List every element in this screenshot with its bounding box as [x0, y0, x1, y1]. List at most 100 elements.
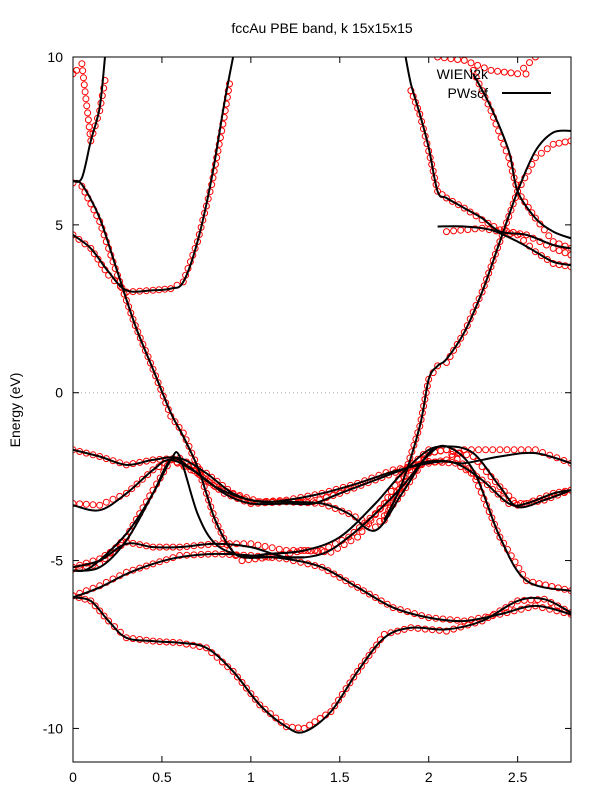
wien2k-point: [256, 701, 264, 709]
wien2k-point: [373, 641, 381, 649]
chart-title: fccAu PBE band, k 15x15x15: [231, 20, 413, 36]
wien2k-point: [75, 235, 83, 243]
wien2k-point: [348, 580, 356, 588]
wien2k-point: [216, 134, 224, 142]
wien2k-point: [234, 673, 241, 681]
wien2k-point: [475, 446, 482, 454]
wien2k-point: [491, 478, 499, 486]
wien2k-point: [218, 481, 226, 489]
wien2k-point: [82, 500, 90, 508]
wien2k-point: [402, 484, 410, 492]
wien2k-point: [131, 322, 139, 330]
plot-frame: [72, 56, 572, 763]
wien2k-point: [350, 528, 358, 536]
wien2k-point: [210, 481, 217, 489]
wien2k-point: [473, 473, 481, 481]
wien2k-point: [496, 483, 504, 491]
wien2k-point: [483, 481, 491, 489]
wien2k-point: [545, 232, 553, 240]
wien2k-point: [152, 372, 160, 380]
wien2k-point: [73, 179, 77, 187]
pwscf-band-3: [73, 444, 571, 592]
wien2k-point: [242, 684, 250, 692]
wien2k-point: [505, 154, 513, 162]
wien2k-point: [380, 500, 388, 507]
wien2k-point: [342, 577, 350, 585]
y-tick-label: -10: [43, 720, 63, 736]
wien2k-point: [138, 475, 146, 483]
wien2k-point: [480, 64, 488, 72]
wien2k-point: [387, 487, 395, 495]
wien2k-point: [443, 456, 450, 464]
wien2k-point: [354, 667, 362, 675]
wien2k-point: [520, 237, 528, 244]
x-tick-label: 0.5: [152, 769, 172, 785]
wien2k-point: [251, 695, 259, 703]
y-axis-label: Energy (eV): [7, 373, 23, 448]
wien2k-point: [306, 721, 314, 729]
legend-circle-sample: [522, 70, 530, 78]
wien2k-point: [534, 596, 542, 604]
pwscf-band-5: [73, 448, 571, 504]
wien2k-point: [531, 248, 539, 256]
wien2k-point: [327, 708, 335, 716]
wien2k-point: [500, 68, 508, 76]
wien2k-point: [91, 602, 99, 610]
wien2k-point: [448, 453, 456, 460]
wien2k-point: [226, 80, 233, 88]
wien2k-point: [347, 537, 355, 545]
wien2k-point: [208, 473, 216, 481]
wien2k-point: [454, 449, 462, 457]
wien2k-point: [247, 690, 255, 698]
wien2k-point: [467, 59, 475, 67]
wien2k-point: [311, 718, 319, 726]
data-layer: [73, 57, 571, 734]
wien2k-point: [487, 66, 495, 74]
wien2k-point: [331, 702, 339, 710]
wien2k-point: [80, 74, 87, 82]
wien2k-point: [354, 533, 362, 541]
wien2k-point: [204, 477, 212, 485]
wien2k-point: [475, 80, 483, 88]
wien2k-point: [111, 623, 118, 631]
wien2k-point: [567, 251, 571, 259]
wien2k-point: [443, 627, 450, 635]
pwscf-band-11: [383, 129, 571, 521]
x-tick-label: 0: [69, 769, 77, 785]
wien2k-point: [357, 662, 365, 670]
wien2k-point: [211, 516, 219, 524]
wien2k-point: [377, 504, 385, 512]
y-tick-label: 0: [55, 385, 63, 401]
wien2k-point: [84, 116, 92, 124]
wien2k-point: [443, 194, 450, 202]
wien2k-point: [434, 57, 442, 61]
wien2k-point: [96, 607, 104, 615]
wien2k-point: [454, 57, 462, 63]
wien2k-point: [229, 667, 237, 675]
pwscf-band-7: [73, 57, 235, 293]
wien2k-point: [133, 480, 141, 488]
wien2k-point: [261, 705, 269, 713]
wien2k-point: [494, 490, 502, 498]
wien2k-point: [494, 67, 502, 75]
wien2k-point: [376, 505, 384, 513]
wien2k-point: [496, 446, 504, 454]
wien2k-point: [507, 69, 515, 77]
wien2k-point: [100, 84, 108, 92]
wien2k-point: [567, 137, 571, 145]
wien2k-point: [128, 485, 136, 493]
wien2k-point: [527, 596, 535, 604]
pwscf-band-0: [73, 552, 571, 623]
wien2k-point: [346, 679, 354, 687]
pwscf-band-6: [73, 445, 447, 573]
wien2k-point: [365, 652, 373, 659]
wien2k-point: [122, 489, 130, 497]
wien2k-point: [499, 495, 507, 503]
wien2k-point: [471, 225, 479, 233]
wien2k-point: [531, 57, 539, 61]
wien2k-point: [79, 67, 87, 75]
wien2k-point: [202, 469, 210, 477]
wien2k-point: [514, 70, 522, 78]
wien2k-point: [460, 328, 468, 336]
